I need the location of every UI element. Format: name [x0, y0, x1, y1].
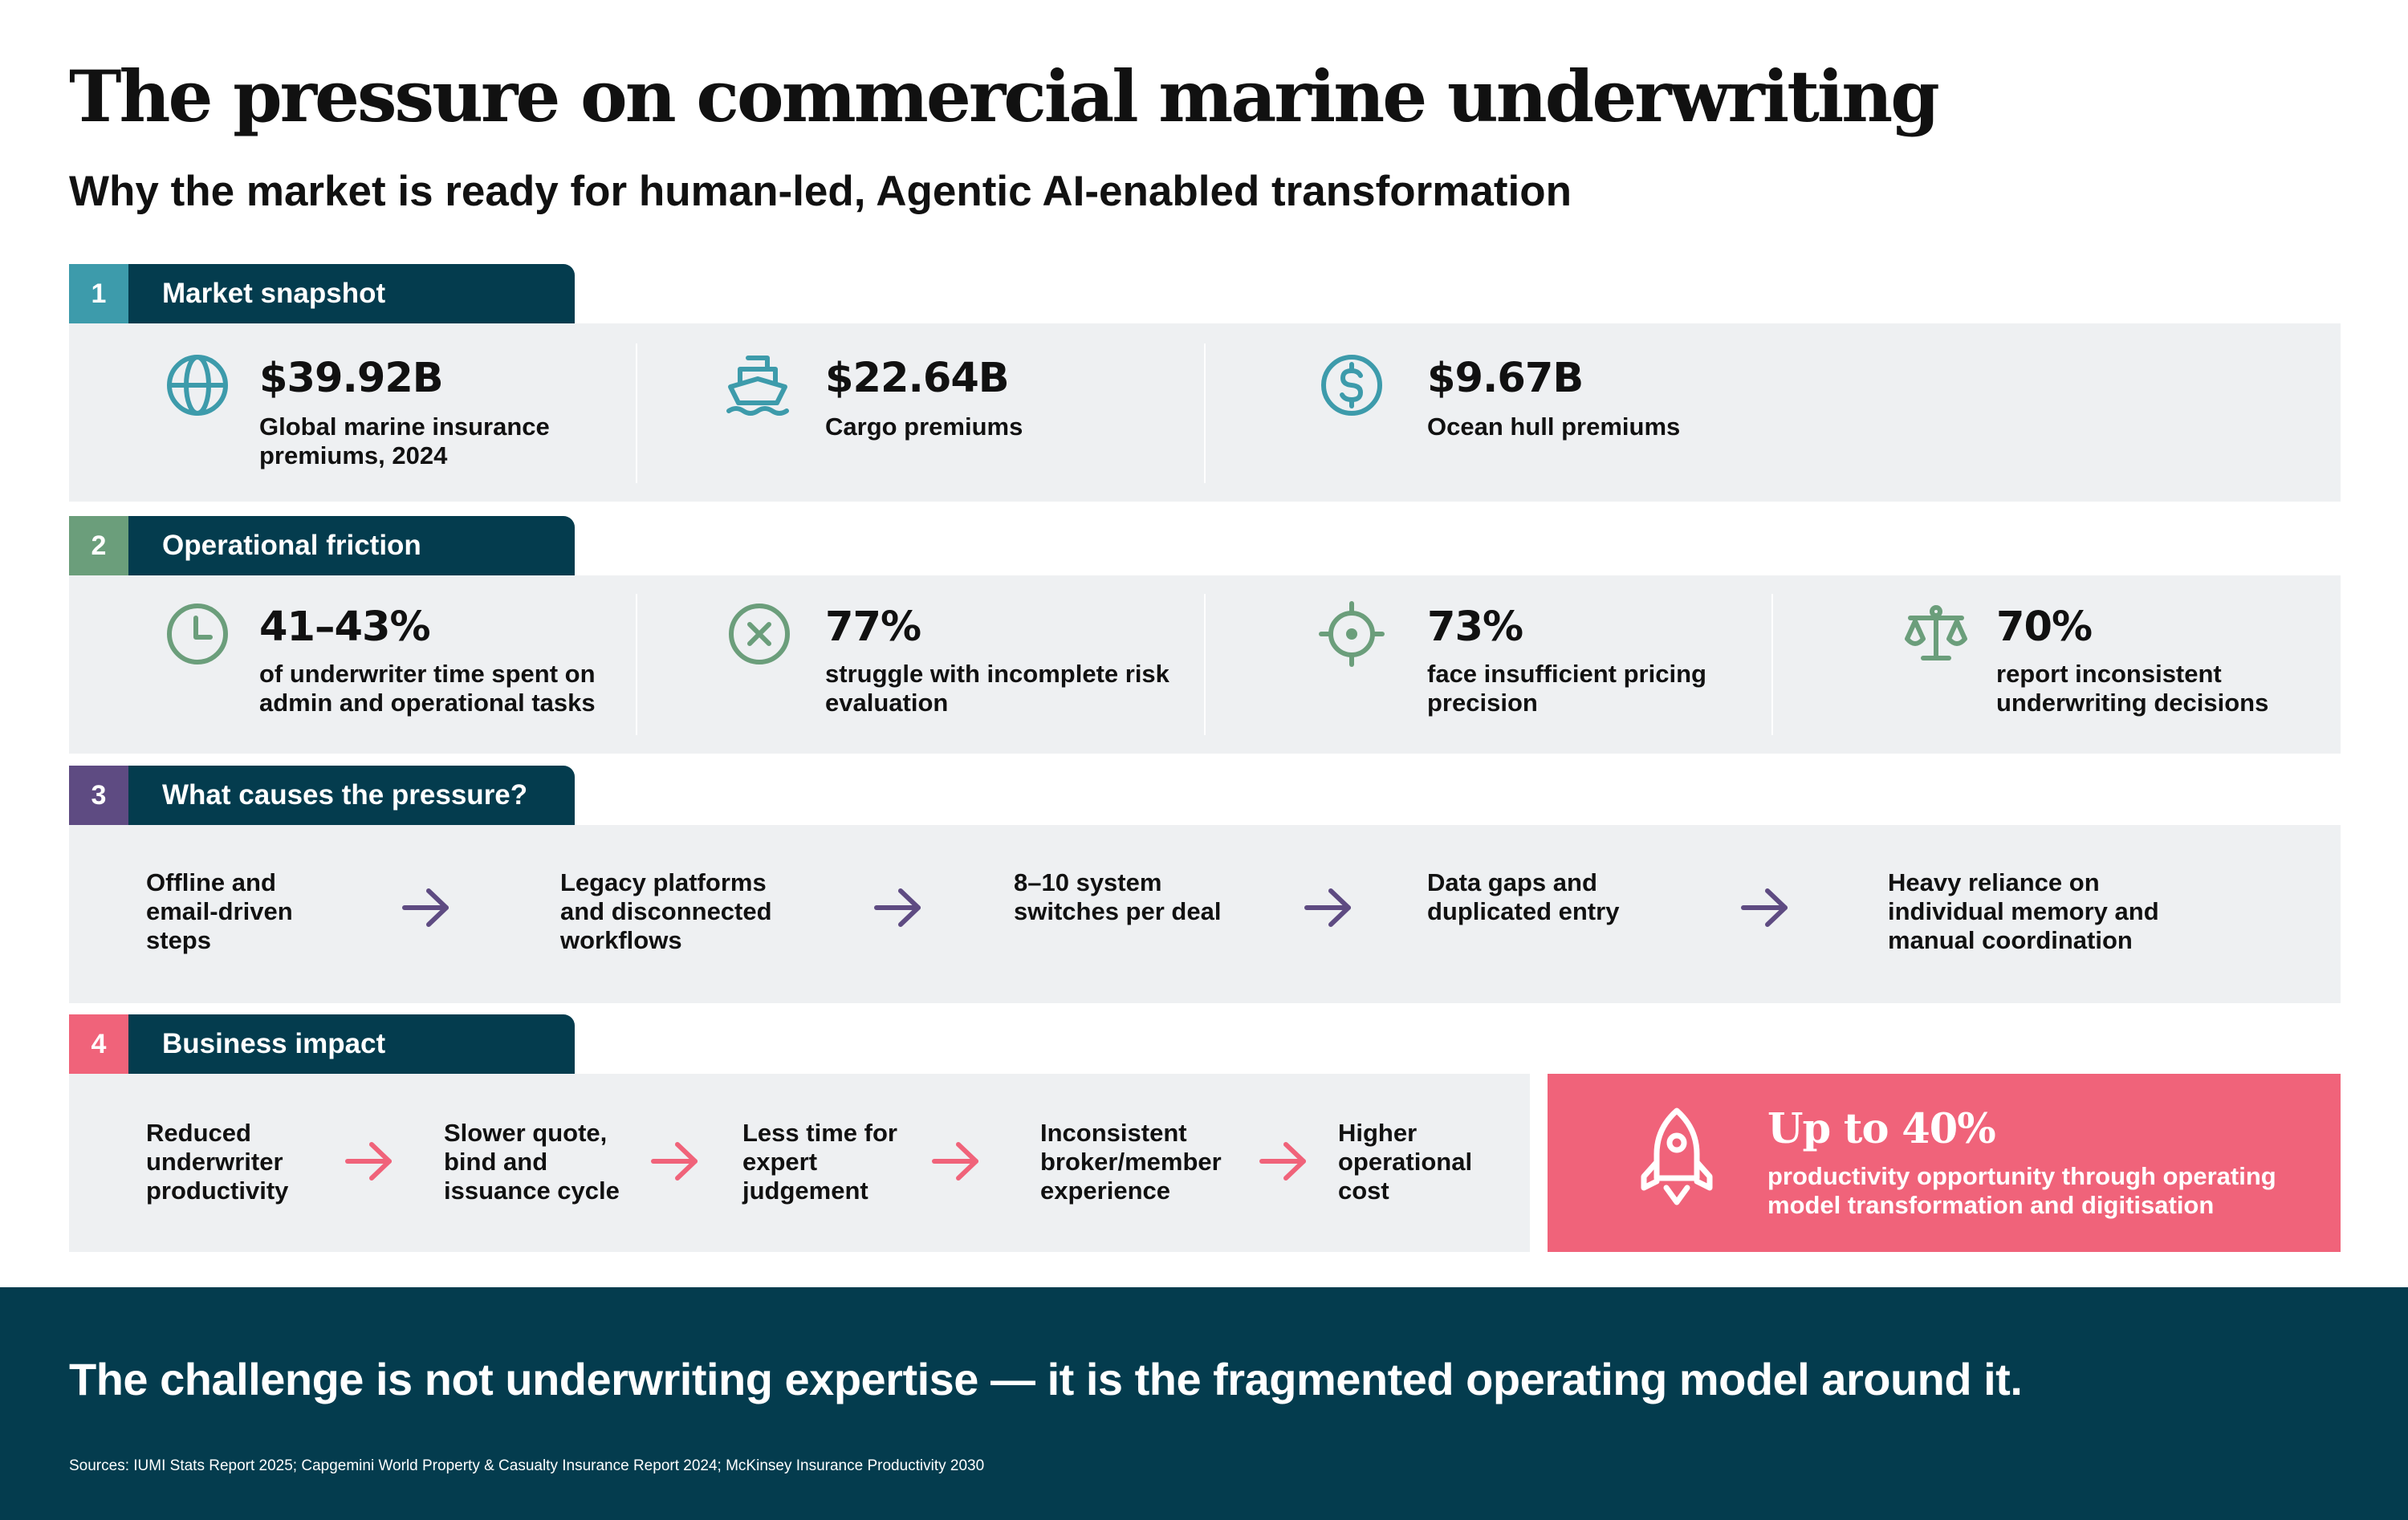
section-title: What causes the pressure?: [128, 766, 575, 825]
stat-value: $9.67B: [1427, 355, 1584, 402]
causes-panel: [69, 825, 2341, 1003]
stat-value: $39.92B: [259, 355, 444, 402]
divider: [1204, 343, 1206, 483]
cause-item: Legacy platforms and disconnected workfl…: [560, 868, 772, 954]
page-title: The pressure on commercial marine underw…: [69, 55, 1940, 138]
impact-item: Slower quote, bind and issuance cycle: [444, 1119, 620, 1205]
highlight-value: Up to 40%: [1767, 1105, 1996, 1153]
divider: [1204, 594, 1206, 735]
cause-item: Data gaps and duplicated entry: [1427, 868, 1620, 925]
highlight-label: productivity opportunity through operati…: [1767, 1162, 2276, 1219]
crosshair-icon: [1319, 601, 1385, 667]
arrow-right-icon: [345, 1142, 392, 1181]
tagline: The challenge is not underwriting expert…: [69, 1354, 2023, 1404]
arrow-right-icon: [1304, 888, 1351, 927]
arrow-right-icon: [402, 888, 449, 927]
section-number: 2: [69, 516, 128, 575]
stat-label: struggle with incomplete risk evaluation: [825, 660, 1169, 717]
impact-item: Inconsistent broker/member experience: [1040, 1119, 1222, 1205]
section-number: 3: [69, 766, 128, 825]
stat-value: 77%: [825, 604, 921, 651]
divider: [1771, 594, 1773, 735]
impact-item: Less time for expert judgement: [742, 1119, 897, 1205]
arrow-right-icon: [932, 1142, 978, 1181]
arrow-right-icon: [651, 1142, 698, 1181]
stat-value: 73%: [1427, 604, 1523, 651]
stat-label: report inconsistent underwriting decisio…: [1996, 660, 2269, 717]
productivity-highlight-card: [1548, 1074, 2341, 1252]
cause-item: 8–10 system switches per deal: [1014, 868, 1222, 925]
section-number: 1: [69, 264, 128, 323]
scales-icon: [1905, 605, 1967, 660]
arrow-right-icon: [1259, 1142, 1306, 1181]
impact-item: Reduced underwriter productivity: [146, 1119, 289, 1205]
divider: [636, 343, 637, 483]
stat-label: Ocean hull premiums: [1427, 413, 1681, 441]
footer-band: [0, 1287, 2408, 1520]
section-title: Operational friction: [128, 516, 575, 575]
ship-icon: [726, 356, 789, 416]
dollar-coin-icon: [1321, 355, 1382, 416]
stat-label: face insufficient pricing precision: [1427, 660, 1706, 717]
stat-value: 70%: [1996, 604, 2093, 651]
impact-item: Higher operational cost: [1338, 1119, 1473, 1205]
sources-note: Sources: IUMI Stats Report 2025; Capgemi…: [69, 1457, 985, 1474]
divider: [636, 594, 637, 735]
globe-icon: [167, 355, 228, 416]
stat-label: Cargo premiums: [825, 413, 1023, 441]
x-circle-icon: [729, 604, 790, 664]
rocket-icon: [1641, 1107, 1713, 1205]
clock-icon: [167, 604, 228, 664]
page-subtitle: Why the market is ready for human-led, A…: [69, 168, 1572, 215]
stat-label: of underwriter time spent on admin and o…: [259, 660, 596, 717]
section-title: Market snapshot: [128, 264, 575, 323]
stat-value: $22.64B: [825, 355, 1010, 402]
cause-item: Heavy reliance on individual memory and …: [1888, 868, 2159, 954]
stat-label: Global marine insurance premiums, 2024: [259, 413, 550, 469]
stat-value: 41–43%: [259, 604, 431, 651]
cause-item: Offline and email-driven steps: [146, 868, 293, 954]
arrow-right-icon: [1741, 888, 1788, 927]
section-title: Business impact: [128, 1014, 575, 1074]
arrow-right-icon: [874, 888, 921, 927]
section-number: 4: [69, 1014, 128, 1074]
